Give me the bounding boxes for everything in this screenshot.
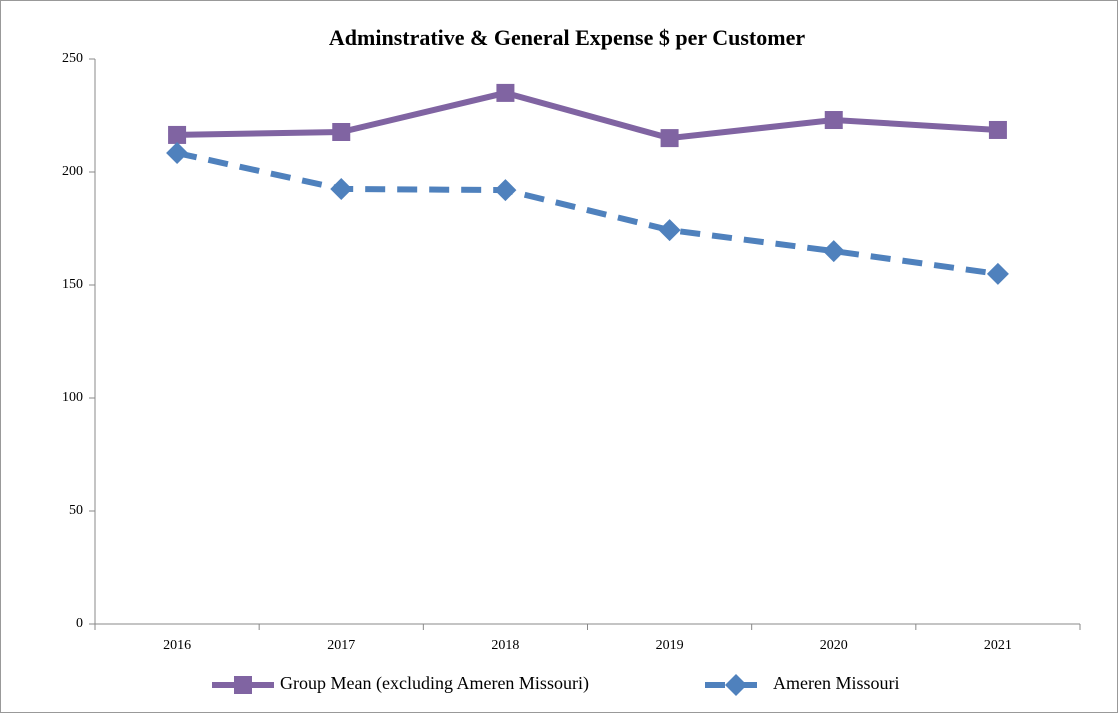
legend-label: Ameren Missouri xyxy=(773,673,899,693)
legend-marker xyxy=(725,674,747,696)
data-point xyxy=(330,177,353,200)
data-point xyxy=(988,120,1007,139)
data-point xyxy=(494,179,517,202)
y-tick-label: 50 xyxy=(69,503,83,518)
data-point xyxy=(332,122,351,141)
data-point xyxy=(986,262,1009,285)
x-tick-label: 2021 xyxy=(984,638,1012,653)
data-point xyxy=(822,240,845,263)
data-point xyxy=(824,111,843,130)
data-point xyxy=(166,142,189,165)
x-tick-label: 2018 xyxy=(491,638,519,653)
y-tick-label: 150 xyxy=(62,277,83,292)
data-point xyxy=(660,129,679,148)
x-tick-label: 2019 xyxy=(656,638,684,653)
x-tick-label: 2020 xyxy=(820,638,848,653)
chart-title: Adminstrative & General Expense $ per Cu… xyxy=(329,25,805,50)
data-point xyxy=(168,125,187,144)
y-tick-label: 100 xyxy=(62,390,83,405)
y-tick-label: 250 xyxy=(62,51,83,66)
legend-marker xyxy=(234,676,252,694)
x-tick-label: 2016 xyxy=(163,638,191,653)
series-line xyxy=(176,150,999,277)
y-tick-label: 0 xyxy=(76,616,83,631)
legend-label: Group Mean (excluding Ameren Missouri) xyxy=(280,673,589,694)
data-point xyxy=(496,83,515,102)
x-tick-label: 2017 xyxy=(327,638,355,653)
y-tick-label: 200 xyxy=(62,164,83,179)
data-point xyxy=(658,219,681,242)
series-line xyxy=(177,89,999,142)
